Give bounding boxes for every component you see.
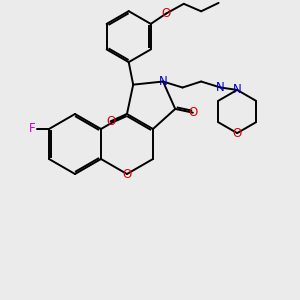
Text: O: O: [232, 127, 242, 140]
Text: O: O: [188, 106, 197, 119]
Text: N: N: [233, 83, 242, 96]
Text: O: O: [162, 7, 171, 20]
Text: F: F: [29, 122, 36, 136]
Text: O: O: [106, 115, 115, 128]
Text: O: O: [122, 167, 132, 181]
Text: N: N: [216, 81, 225, 94]
Text: N: N: [159, 75, 167, 88]
